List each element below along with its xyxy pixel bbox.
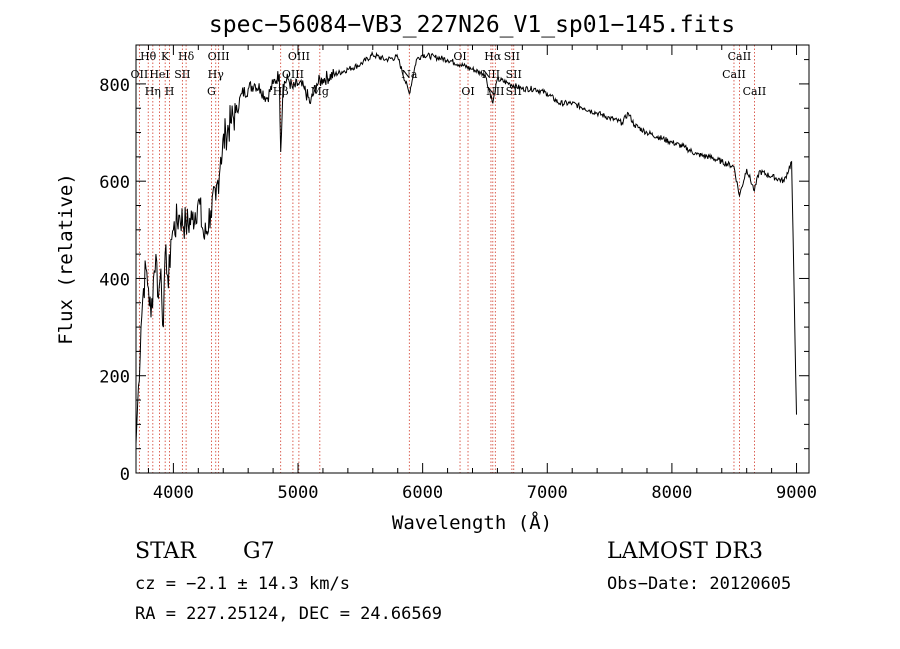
line-id-label: G — [207, 85, 216, 98]
x-axis-label: Wavelength (Å) — [392, 511, 552, 534]
x-tick-label: 6000 — [402, 483, 443, 503]
line-id-label: CaII — [743, 85, 767, 98]
class-label: STAR — [135, 539, 196, 564]
y-axis-label: Flux (relative) — [55, 173, 77, 345]
redshift-text: cz = −2.1 ± 14.3 km/s — [135, 574, 350, 594]
line-id-label: OIII — [282, 68, 304, 81]
x-tick-label: 8000 — [651, 483, 692, 503]
x-tick-label: 7000 — [527, 483, 568, 503]
line-id-label: Hα — [484, 50, 502, 63]
survey-label: LAMOST DR3 — [607, 539, 763, 564]
x-tick-label: 4000 — [153, 483, 194, 503]
line-id-label: NII — [486, 85, 504, 98]
line-id-label: OIII — [288, 50, 310, 63]
y-tick-label: 600 — [99, 173, 130, 193]
line-id-label: SII — [506, 68, 522, 81]
chart-title: spec−56084−VB3_227N26_V1_sp01−145.fits — [209, 12, 735, 38]
x-tick-label: 5000 — [278, 483, 319, 503]
line-identification-labels: Hθ OII Hη K HeI H Hδ SII OIII Hγ G OIII OIII Hβ Mg Na OI… — [131, 50, 767, 98]
y-tick-label: 800 — [99, 76, 130, 96]
line-id-label: Hβ — [273, 85, 289, 98]
line-id-label: Hγ — [208, 68, 225, 81]
y-tick-label: 200 — [99, 368, 130, 388]
line-id-label: HeI — [149, 68, 169, 81]
line-id-label: Hη — [145, 85, 161, 98]
line-id-label: H — [165, 85, 175, 98]
line-id-label: SII — [174, 68, 190, 81]
line-id-label: SII — [506, 85, 522, 98]
x-tick-label: 9000 — [776, 483, 817, 503]
line-id-label: OIII — [208, 50, 230, 63]
subclass-label: G7 — [243, 539, 275, 564]
line-id-label: CaII — [728, 50, 752, 63]
obs-date-text: Obs−Date: 20120605 — [607, 574, 792, 594]
line-id-label: Na — [401, 68, 418, 81]
y-tick-label: 400 — [99, 270, 130, 290]
line-id-label: CaII — [722, 68, 746, 81]
line-id-label: Hδ — [178, 50, 195, 63]
emission-line-markers — [138, 45, 755, 473]
line-id-label: Hθ — [140, 50, 157, 63]
line-id-label: K — [161, 50, 170, 63]
coordinates-text: RA = 227.25124, DEC = 24.66569 — [135, 604, 443, 624]
spectrum-line-group — [135, 50, 797, 444]
line-id-label: Mg — [311, 85, 329, 98]
y-tick-label: 0 — [120, 465, 130, 485]
line-id-label: OII — [131, 68, 149, 81]
line-id-label: OI — [461, 85, 474, 98]
axis-ticks: 4000 5000 6000 7000 8000 9000 0 200 400 600 800 — [99, 45, 817, 503]
line-id-label: NII — [482, 68, 500, 81]
line-id-label: OI — [453, 50, 466, 63]
line-id-label: SII — [504, 50, 520, 63]
spectrum-line — [135, 50, 797, 444]
